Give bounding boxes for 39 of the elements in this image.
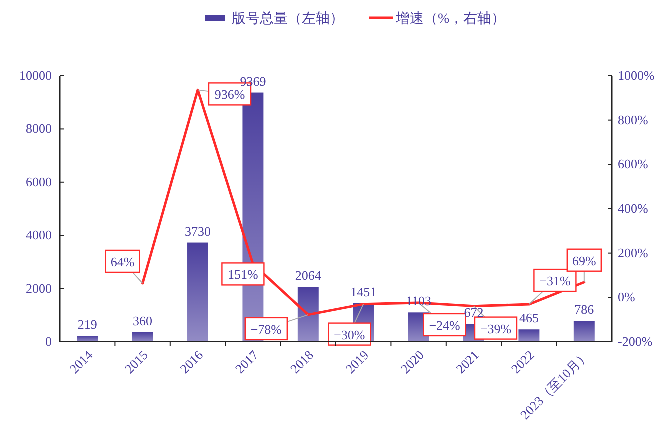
- bar: [574, 321, 595, 342]
- data-label: −30%: [334, 327, 366, 342]
- y-tick-label: 2000: [26, 280, 52, 296]
- y2-tick-label: 400%: [618, 201, 648, 216]
- legend-label: 增速（%，右轴）: [395, 11, 506, 27]
- data-label: 936%: [214, 87, 246, 102]
- legend-label: 版号总量（左轴）: [232, 11, 344, 27]
- bar: [132, 332, 154, 342]
- data-label: 2064: [295, 268, 322, 284]
- bar: [188, 242, 208, 342]
- bar: [298, 287, 319, 342]
- data-label: −24%: [429, 318, 461, 333]
- data-label: 1451: [350, 284, 377, 300]
- y2-tick-label: 800%: [618, 112, 648, 128]
- y-tick-label: 8000: [26, 121, 52, 136]
- y2-tick-label: 600%: [618, 156, 648, 172]
- y2-tick-label: 0%: [618, 290, 636, 305]
- data-label: 786: [574, 302, 595, 318]
- y2-tick-label: 200%: [618, 245, 648, 260]
- data-label: 3730: [185, 224, 211, 239]
- y-tick-label: 6000: [26, 174, 52, 190]
- data-label: 672: [464, 305, 484, 320]
- data-label: 360: [133, 313, 153, 328]
- data-label: −39%: [480, 321, 512, 336]
- bar: [77, 336, 98, 342]
- data-label: 219: [78, 317, 98, 332]
- bar: [518, 330, 540, 342]
- y-tick-label: 0: [46, 334, 52, 349]
- y-tick-label: 10000: [20, 68, 52, 83]
- y2-tick-label: 1000%: [618, 68, 655, 83]
- data-label: 69%: [572, 253, 596, 268]
- data-label: 64%: [110, 254, 135, 270]
- data-label: 9369: [240, 74, 266, 89]
- data-label: −31%: [540, 274, 571, 289]
- data-label: −78%: [250, 322, 282, 337]
- data-label: 151%: [228, 267, 259, 282]
- data-label: 465: [519, 310, 539, 326]
- y2-tick-label: -200%: [618, 334, 653, 349]
- y-tick-label: 4000: [26, 228, 52, 243]
